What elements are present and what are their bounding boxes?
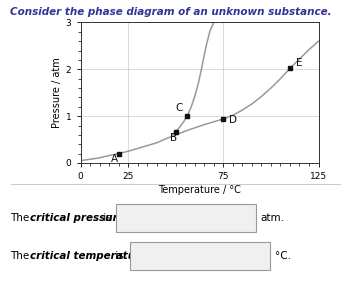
X-axis label: Temperature / °C: Temperature / °C (158, 185, 241, 195)
Text: ∨: ∨ (241, 213, 249, 223)
Text: ∨: ∨ (256, 251, 263, 261)
Text: B: B (170, 133, 177, 143)
Text: Consider the phase diagram of an unknown substance.: Consider the phase diagram of an unknown… (10, 7, 332, 17)
Text: critical pressure: critical pressure (30, 213, 125, 223)
Text: D: D (229, 115, 237, 125)
Text: The: The (10, 251, 33, 261)
Text: E: E (296, 58, 302, 67)
Text: The: The (10, 213, 33, 223)
Text: °C.: °C. (275, 251, 291, 261)
Text: C: C (176, 103, 183, 114)
Y-axis label: Pressure / atm: Pressure / atm (51, 57, 62, 128)
Text: atm.: atm. (261, 213, 285, 223)
Text: is: is (100, 213, 112, 223)
Text: is: is (112, 251, 124, 261)
Text: choose your answer...: choose your answer... (122, 213, 229, 223)
Text: choose your answer...: choose your answer... (136, 251, 243, 261)
Text: A: A (111, 154, 118, 164)
Text: critical temperature: critical temperature (30, 251, 147, 261)
